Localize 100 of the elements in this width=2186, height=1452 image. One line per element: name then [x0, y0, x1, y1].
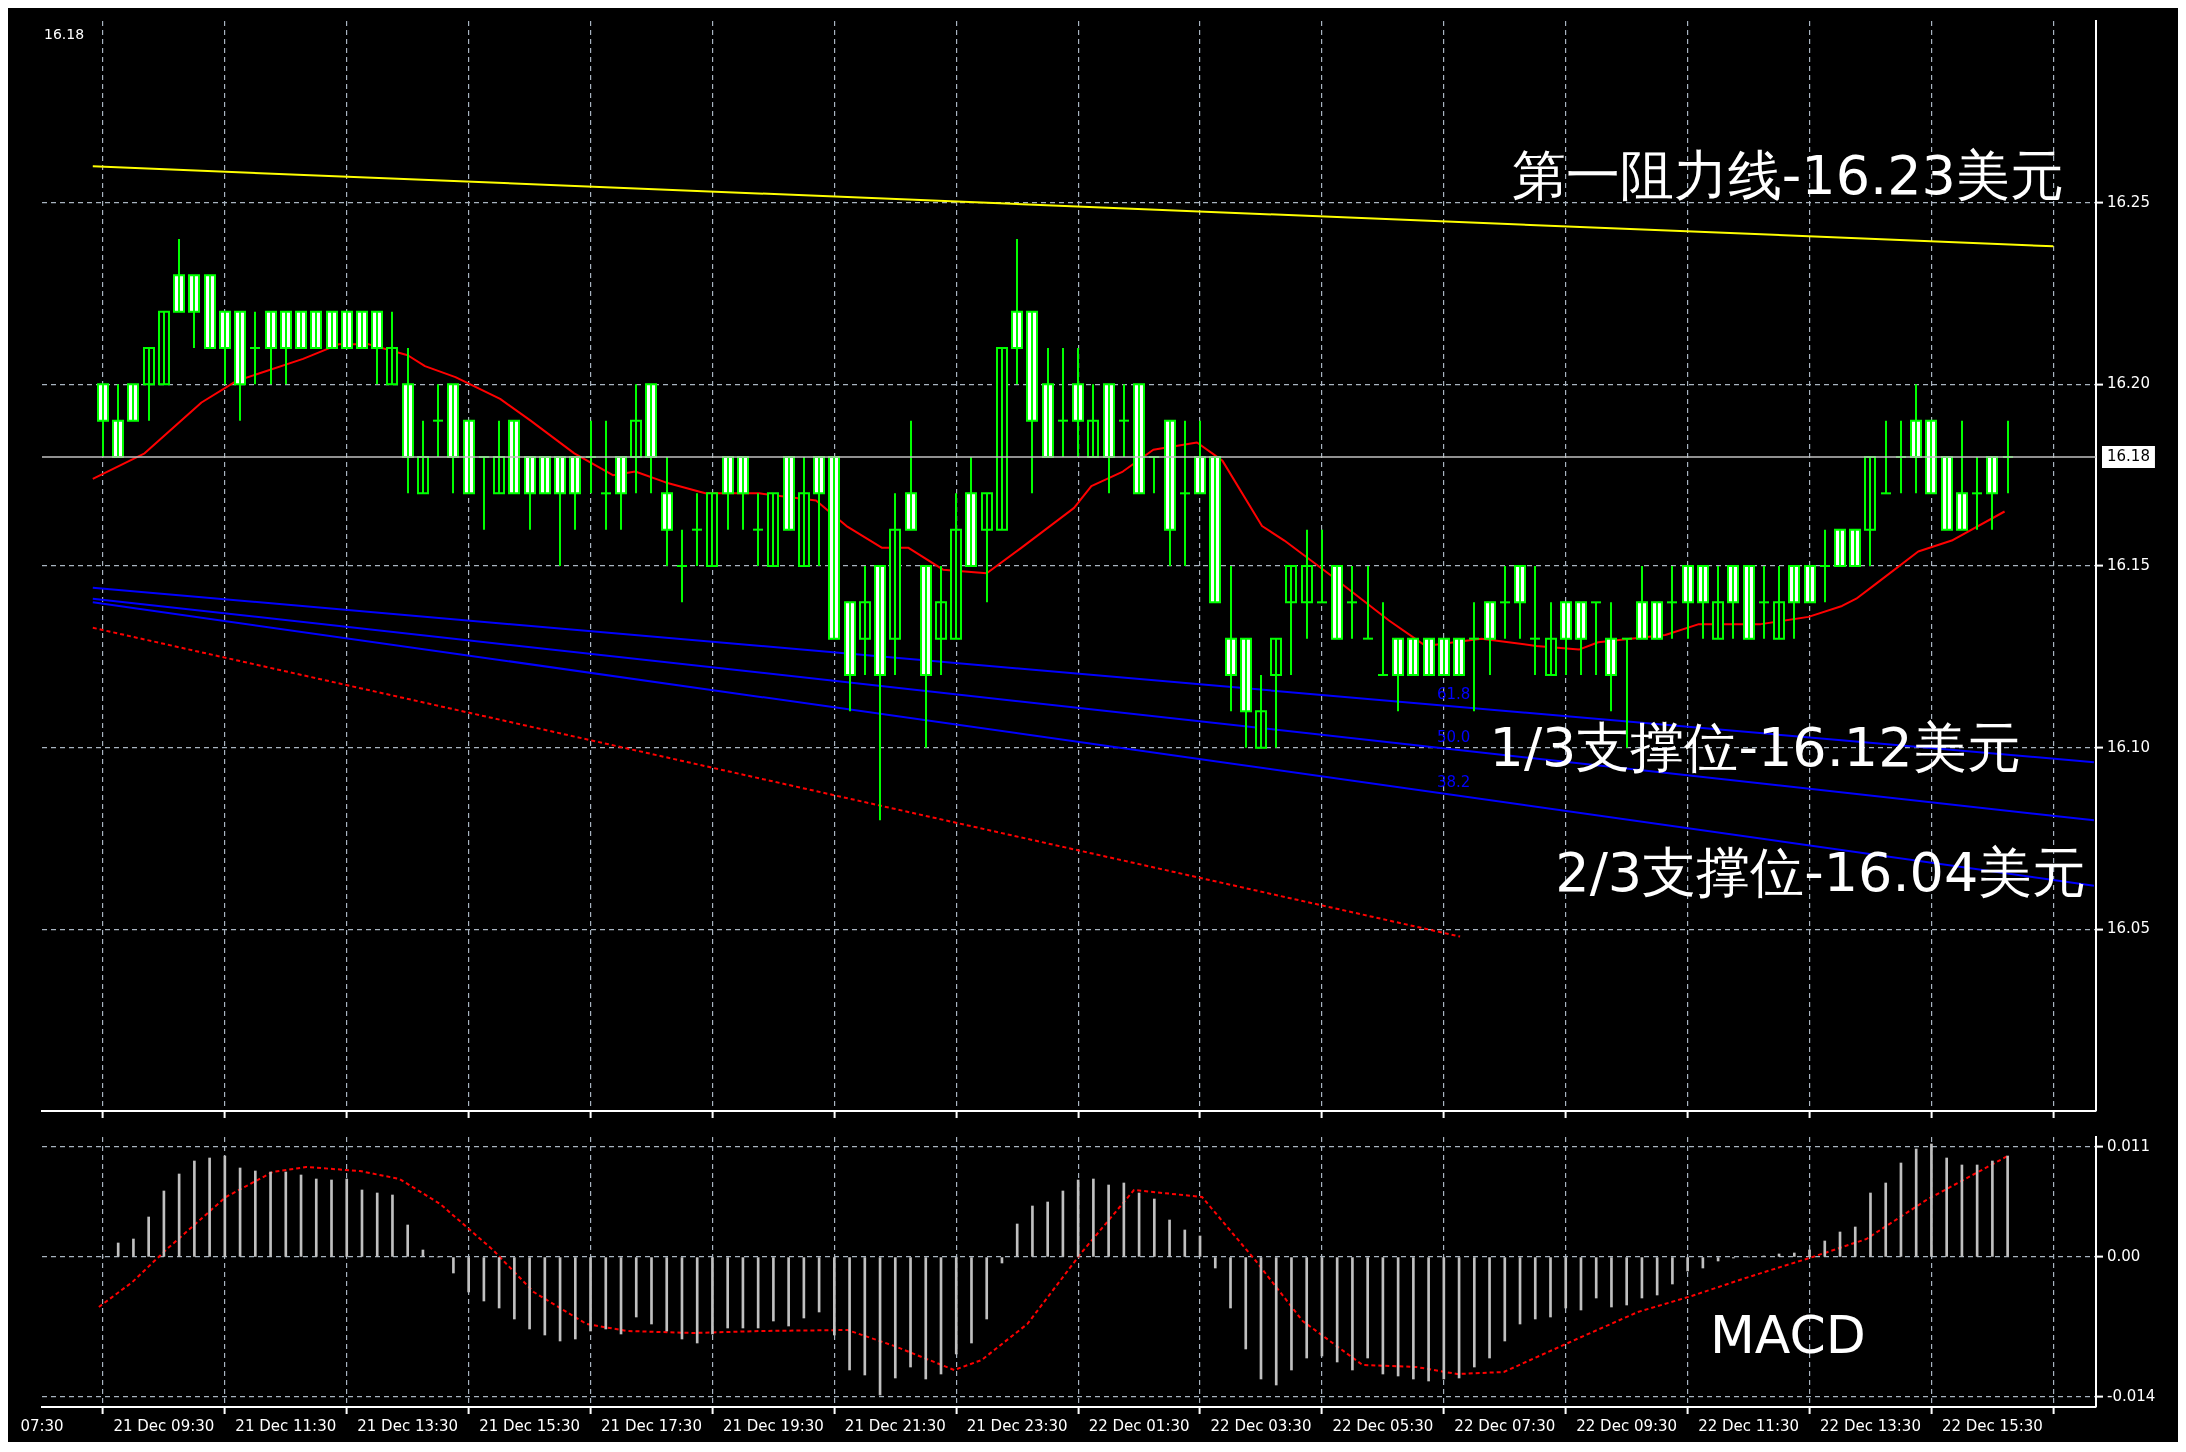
y-tick-label: 16.05	[2107, 919, 2150, 938]
bar	[1671, 1257, 1674, 1285]
bar	[1183, 1229, 1187, 1257]
bar	[833, 1257, 836, 1336]
x-tick-label: 21 Dec 17:30	[601, 1416, 702, 1435]
candlestick	[1591, 601, 1601, 676]
x-tick-label: 21 Dec 21:30	[844, 1416, 946, 1435]
bar	[695, 1257, 699, 1344]
candlestick	[1378, 601, 1388, 676]
bar	[1503, 1257, 1507, 1342]
x-tick-label: 22 Dec 09:30	[1576, 1416, 1678, 1435]
bar	[1808, 1249, 1811, 1257]
bar	[954, 1257, 958, 1355]
ref-line-label: 16.18	[2107, 446, 2150, 465]
bar	[1914, 1148, 1918, 1257]
bar	[528, 1257, 531, 1330]
bar	[634, 1257, 638, 1318]
bar	[452, 1257, 455, 1274]
bar	[1472, 1257, 1476, 1368]
bar	[604, 1257, 608, 1330]
bar	[375, 1192, 379, 1257]
x-tick-label: 22 Dec 15:30	[1941, 1416, 2043, 1435]
bar	[253, 1170, 257, 1257]
y-tick-label: -0.014	[2107, 1386, 2156, 1405]
bar	[391, 1194, 394, 1257]
bar	[345, 1178, 349, 1257]
bar	[1564, 1257, 1568, 1309]
bar	[1488, 1257, 1491, 1359]
bar	[1213, 1257, 1217, 1269]
x-tick-label: 21 Dec 09:30	[113, 1416, 215, 1435]
bar	[1335, 1257, 1339, 1363]
bar	[1792, 1252, 1796, 1257]
bar	[863, 1257, 867, 1376]
series-label: 61.8	[1436, 684, 1471, 703]
bar	[573, 1257, 577, 1340]
y-tick-label: 0.011	[2107, 1136, 2150, 1155]
x-tick-label: 21 Dec 23:30	[966, 1416, 1068, 1435]
x-tick-label: 22 Dec 07:30	[1454, 1416, 1556, 1435]
bar	[1610, 1257, 1613, 1308]
bar	[1549, 1257, 1552, 1318]
y-tick-label: 16.15	[2107, 555, 2150, 574]
bar	[406, 1224, 410, 1257]
bar	[2006, 1155, 2009, 1257]
bar	[147, 1216, 150, 1257]
bar	[1290, 1257, 1293, 1371]
candlestick	[1317, 528, 1327, 604]
bar	[1244, 1257, 1248, 1350]
series-label: 50.0	[1436, 727, 1471, 746]
bar	[787, 1257, 790, 1327]
bar	[208, 1157, 211, 1257]
x-tick-label: 21 Dec 13:30	[357, 1416, 459, 1435]
bar	[132, 1238, 135, 1257]
bar	[1594, 1257, 1598, 1299]
bar	[1031, 1205, 1034, 1257]
bar	[330, 1179, 333, 1257]
bar	[924, 1257, 928, 1380]
bar	[726, 1257, 730, 1329]
x-tick-label: 21 Dec 15:30	[479, 1416, 581, 1435]
candlestick	[1881, 419, 1891, 495]
bar	[513, 1257, 516, 1320]
bar	[1366, 1257, 1369, 1359]
bar	[1168, 1219, 1171, 1257]
bar	[116, 1242, 120, 1257]
bar	[1991, 1160, 1994, 1257]
bar	[772, 1257, 775, 1322]
bar	[970, 1257, 973, 1344]
bar	[1046, 1201, 1049, 1257]
bar	[467, 1257, 470, 1293]
bar	[1686, 1257, 1689, 1272]
series-label: 38.2	[1436, 773, 1471, 792]
bar	[1533, 1257, 1537, 1320]
chart-title: 16.18	[44, 25, 85, 42]
bar	[589, 1257, 592, 1332]
x-tick-label: 22 Dec 05:30	[1332, 1416, 1434, 1435]
bar	[1869, 1192, 1872, 1257]
x-tick-label: 22 Dec 11:30	[1698, 1416, 1800, 1435]
bar	[314, 1178, 318, 1257]
bar	[711, 1257, 714, 1335]
bar	[1274, 1257, 1278, 1386]
x-tick-label: 22 Dec 01:30	[1088, 1416, 1190, 1435]
x-tick-label: 07:30	[20, 1416, 64, 1435]
bar	[193, 1160, 196, 1257]
bar	[1015, 1223, 1019, 1257]
bar	[1351, 1257, 1354, 1371]
bar	[1625, 1257, 1629, 1306]
candlestick	[1363, 565, 1373, 640]
bar	[848, 1257, 851, 1371]
x-tick-label: 22 Dec 13:30	[1820, 1416, 1921, 1435]
bar	[1412, 1257, 1415, 1380]
y-tick-label: 16.10	[2107, 737, 2150, 756]
bar	[1884, 1182, 1888, 1257]
bar	[1930, 1143, 1933, 1257]
bar	[1107, 1184, 1110, 1257]
x-tick-label: 21 Dec 11:30	[235, 1416, 337, 1435]
bar	[909, 1257, 912, 1368]
bar	[1853, 1226, 1857, 1257]
bar	[893, 1257, 897, 1379]
bar	[1823, 1240, 1827, 1257]
bar	[1427, 1257, 1430, 1382]
y-tick-label: 16.25	[2107, 192, 2150, 211]
